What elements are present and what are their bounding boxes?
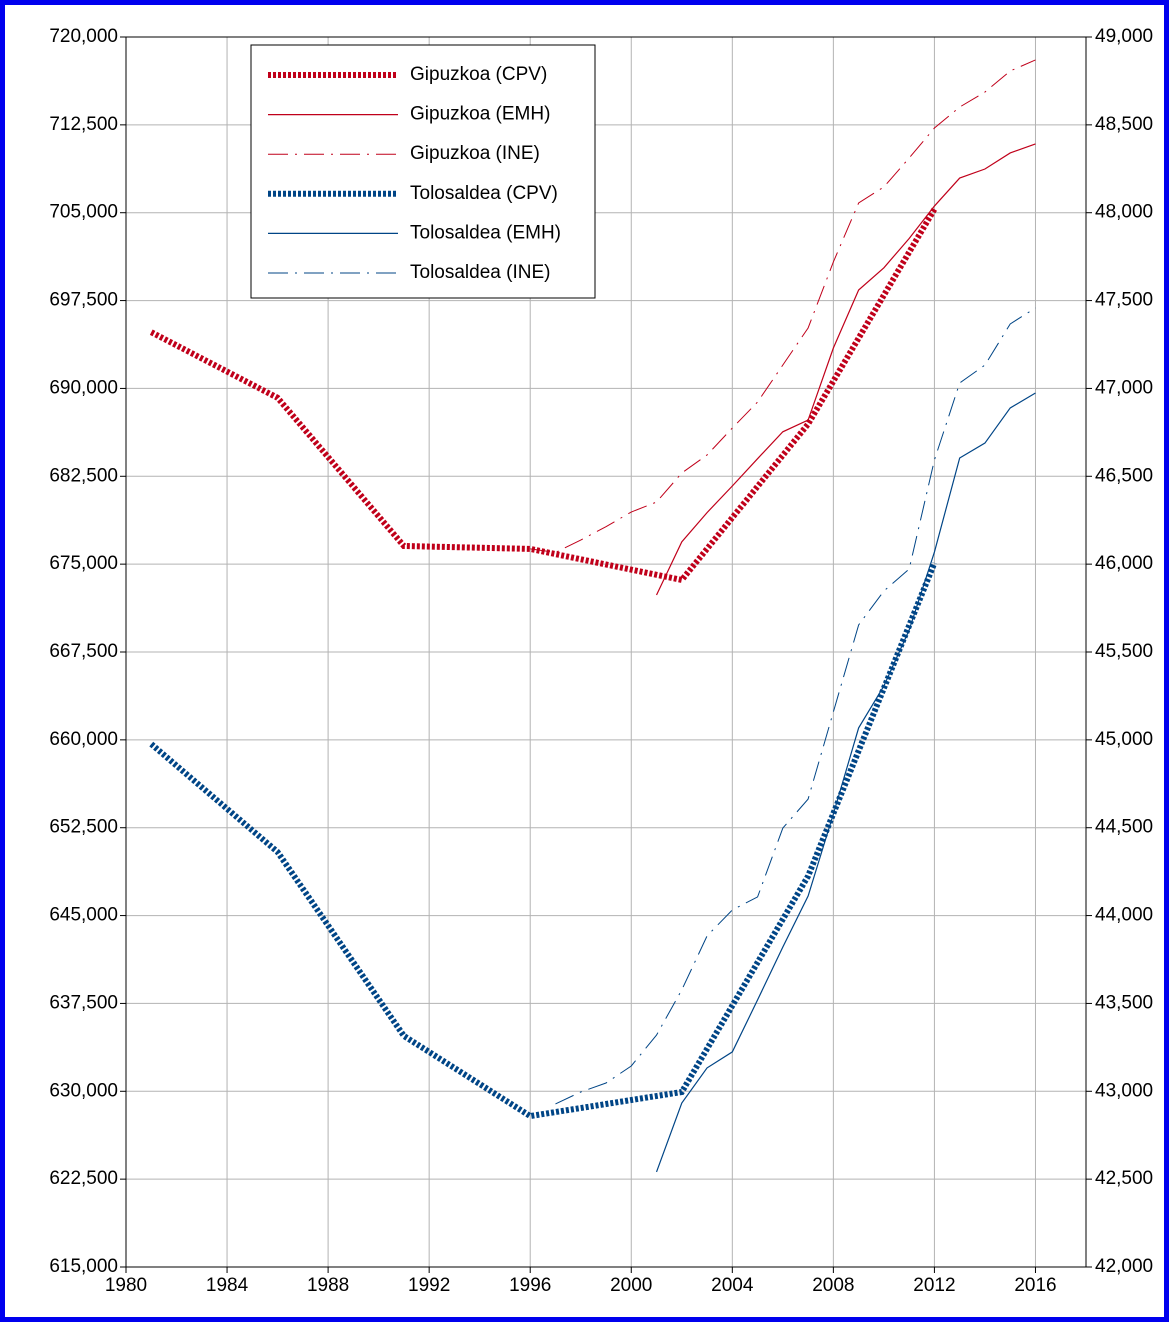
x-tick-label: 1984: [206, 1275, 249, 1296]
x-tick-label: 2008: [812, 1275, 854, 1296]
series-line: [655, 392, 1036, 1173]
y-tick-label: 675,000: [49, 553, 118, 574]
x-tick-label: 1996: [509, 1275, 551, 1296]
y2-tick-label: 48,500: [1095, 114, 1153, 135]
x-tick-label: 2000: [610, 1275, 652, 1296]
series-line: [149, 561, 938, 1120]
y-tick-label: 690,000: [49, 377, 118, 398]
y2-tick-label: 46,500: [1095, 465, 1153, 486]
y2-tick-label: 43,500: [1095, 992, 1153, 1013]
y2-tick-label: 48,000: [1095, 202, 1153, 223]
y2-tick-label: 45,000: [1095, 729, 1153, 750]
y2-tick-label: 44,000: [1095, 905, 1153, 926]
y2-tick-label: 45,500: [1095, 641, 1153, 662]
y-tick-label: 645,000: [49, 905, 118, 926]
y2-tick-label: 43,000: [1095, 1080, 1153, 1101]
y2-tick-label: 44,500: [1095, 817, 1153, 838]
x-tick-label: 1988: [307, 1275, 349, 1296]
legend: Gipuzkoa (CPV) Gipuzkoa (EMH) Gipuzkoa (IN…: [268, 64, 561, 283]
y-tick-label: 705,000: [49, 202, 118, 223]
y-tick-label: 697,500: [49, 290, 118, 311]
y-tick-label: 630,000: [49, 1080, 118, 1101]
y2-tick-label: 42,000: [1095, 1256, 1153, 1277]
y2-tick-label: 47,500: [1095, 290, 1153, 311]
legend-label: Gipuzkoa (EMH): [410, 104, 550, 125]
y-tick-label: 667,500: [49, 641, 118, 662]
series-line: [555, 307, 1036, 1105]
y-tick-label: 615,000: [49, 1256, 118, 1277]
y2-tick-label: 49,000: [1095, 26, 1153, 47]
y-tick-label: 682,500: [49, 465, 118, 486]
x-tick-label: 2004: [711, 1275, 754, 1296]
legend-label: Gipuzkoa (INE): [410, 143, 540, 164]
y-tick-label: 652,500: [49, 817, 118, 838]
legend-label: Tolosaldea (EMH): [410, 222, 561, 243]
legend-label: Gipuzkoa (CPV): [410, 64, 547, 85]
series-line: [149, 207, 938, 584]
y2-tick-label: 46,000: [1095, 553, 1153, 574]
y-tick-label: 720,000: [49, 26, 118, 47]
y2-tick-label: 47,000: [1095, 377, 1153, 398]
x-tick-label: 2016: [1014, 1275, 1056, 1296]
lines: [149, 59, 1036, 1173]
legend-label: Tolosaldea (INE): [410, 262, 550, 283]
legend-label: Tolosaldea (CPV): [410, 183, 558, 204]
y-tick-label: 622,500: [49, 1168, 118, 1189]
x-tick-label: 2012: [913, 1275, 955, 1296]
x-tick-label: 1980: [105, 1275, 147, 1296]
y-tick-label: 660,000: [49, 729, 118, 750]
series-line: [655, 143, 1036, 596]
y2-tick-label: 42,500: [1095, 1168, 1153, 1189]
series-line: [530, 59, 1036, 553]
legend-box: [250, 44, 596, 299]
y-tick-label: 637,500: [49, 992, 118, 1013]
x-tick-label: 1992: [408, 1275, 450, 1296]
y-tick-label: 712,500: [49, 114, 118, 135]
